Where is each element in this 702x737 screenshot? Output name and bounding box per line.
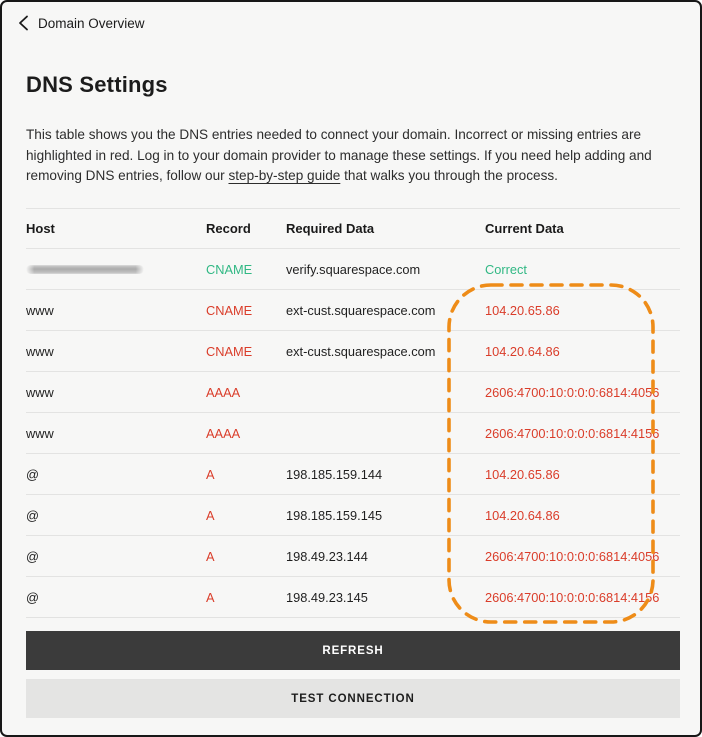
column-header: Required Data	[286, 221, 375, 236]
table-row: www AAAA 2606:4700:10:0:0:0:6814:4056	[26, 371, 680, 412]
table-row: @ A 198.49.23.144 2606:4700:10:0:0:0:6814:4…	[26, 535, 680, 576]
column-header: Current Data	[485, 221, 564, 236]
current-data-cell: 2606:4700:10:0:0:0:6814:4056	[485, 384, 660, 400]
required-data-cell: 198.49.23.145	[286, 589, 368, 605]
table-row: www CNAME ext-cust.squarespace.com 104.20.6…	[26, 330, 680, 371]
current-data-cell: 2606:4700:10:0:0:0:6814:4156	[485, 425, 660, 441]
required-data-cell: ext-cust.squarespace.com	[286, 343, 436, 359]
back-link-label: Domain Overview	[38, 15, 145, 31]
chevron-left-icon	[18, 15, 29, 31]
description-after-link: that walks you through the process.	[340, 168, 558, 184]
table-row: www AAAA 2606:4700:10:0:0:0:6814:4156	[26, 412, 680, 453]
required-data-cell: verify.squarespace.com	[286, 261, 421, 277]
host-cell: @	[26, 589, 39, 605]
host-cell: www	[26, 302, 54, 318]
required-data-cell: 198.185.159.144	[286, 466, 383, 482]
record-type-cell: AAAA	[206, 425, 241, 441]
required-data-cell: 198.185.159.145	[286, 507, 383, 523]
table-row: @ A 198.185.159.144 104.20.65.86	[26, 453, 680, 494]
dns-records-table: Host Record Required Data Current Data CNAM…	[26, 208, 680, 618]
record-type-cell: CNAME	[206, 343, 253, 359]
current-data-cell: Correct	[485, 261, 527, 277]
host-cell: @	[26, 548, 39, 564]
current-data-cell: 2606:4700:10:0:0:0:6814:4056	[485, 548, 660, 564]
table-row: @ A 198.49.23.145 2606:4700:10:0:0:0:6814:4…	[26, 576, 680, 617]
record-type-cell: A	[206, 507, 215, 523]
description-text: This table shows you the DNS entries nee…	[26, 125, 681, 187]
current-data-cell: 104.20.65.86	[485, 466, 560, 482]
description-before-link: This table shows you the DNS entries nee…	[26, 127, 652, 184]
host-cell: www	[26, 384, 54, 400]
current-data-cell: 104.20.65.86	[485, 302, 560, 318]
test-connection-button[interactable]: TEST CONNECTION	[26, 679, 680, 718]
column-header: Record	[206, 221, 251, 236]
record-type-cell: CNAME	[206, 261, 253, 277]
table-row: www CNAME ext-cust.squarespace.com 104.20.6…	[26, 289, 680, 330]
host-cell	[26, 264, 206, 274]
table-row: @ A 198.185.159.145 104.20.64.86	[26, 494, 680, 535]
dns-table-body: CNAME verify.squarespace.com Correct www CNA…	[26, 248, 680, 617]
current-data-cell: 2606:4700:10:0:0:0:6814:4156	[485, 589, 660, 605]
required-data-cell: 198.49.23.144	[286, 548, 368, 564]
current-data-cell: 104.20.64.86	[485, 343, 560, 359]
host-cell: @	[26, 507, 39, 523]
host-cell: www	[26, 343, 54, 359]
column-header: Host	[26, 221, 55, 236]
refresh-button[interactable]: REFRESH	[26, 631, 680, 670]
host-cell: www	[26, 425, 54, 441]
record-type-cell: A	[206, 466, 215, 482]
page-title: DNS Settings	[26, 72, 168, 97]
record-type-cell: AAAA	[206, 384, 241, 400]
required-data-cell: ext-cust.squarespace.com	[286, 302, 436, 318]
step-by-step-guide-link[interactable]: step-by-step guide	[228, 168, 341, 184]
table-header-row: Host Record Required Data Current Data	[26, 208, 680, 248]
record-type-cell: A	[206, 589, 215, 605]
redacted-host-bar	[26, 264, 144, 274]
record-type-cell: CNAME	[206, 302, 253, 318]
back-link[interactable]: Domain Overview	[18, 15, 145, 31]
current-data-cell: 104.20.64.86	[485, 507, 560, 523]
host-cell: @	[26, 466, 39, 482]
record-type-cell: A	[206, 548, 215, 564]
table-row: CNAME verify.squarespace.com Correct	[26, 248, 680, 289]
